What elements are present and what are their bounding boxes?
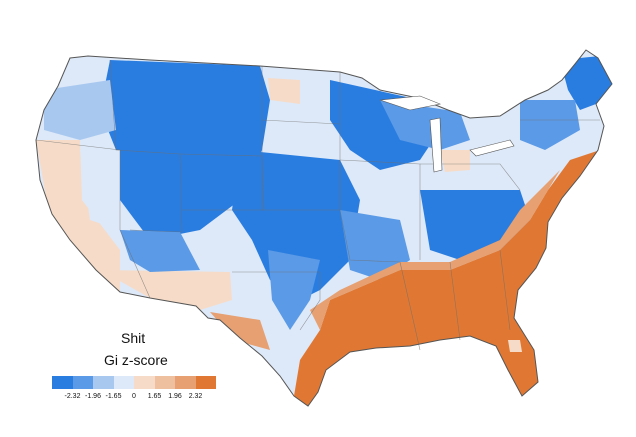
arizona-nm-region bbox=[120, 230, 200, 272]
legend-tick: 2.32 bbox=[188, 393, 203, 400]
legend-tick: -1.96 bbox=[85, 393, 101, 400]
legend-swatch bbox=[195, 376, 216, 389]
legend-tick: -2.32 bbox=[64, 393, 81, 400]
legend-swatch bbox=[113, 376, 134, 389]
great-plains-region bbox=[232, 150, 360, 300]
dakota-patch bbox=[268, 78, 300, 104]
us-border bbox=[35, 49, 613, 407]
northern-rockies-region bbox=[100, 60, 270, 240]
legend-word: Shit bbox=[121, 330, 146, 346]
legend-color-bar bbox=[52, 376, 216, 389]
southwest-region bbox=[100, 270, 232, 310]
west-coast-region bbox=[36, 140, 120, 296]
nevada-region bbox=[80, 150, 120, 230]
lake-superior bbox=[379, 95, 442, 111]
legend-swatch bbox=[154, 376, 175, 389]
west-texas-region bbox=[210, 312, 270, 350]
great-lakes-region bbox=[380, 100, 470, 150]
texas-panhandle-region bbox=[268, 250, 320, 330]
legend-swatch bbox=[72, 376, 93, 389]
legend-tick: 1.96 bbox=[168, 393, 182, 400]
southeast-region bbox=[294, 150, 600, 406]
new-england-region bbox=[560, 56, 612, 110]
legend-tick: 1.65 bbox=[147, 393, 162, 400]
ozark-region bbox=[340, 210, 410, 280]
legend-swatch bbox=[52, 376, 73, 389]
lake-michigan bbox=[429, 117, 443, 173]
lake-erie bbox=[469, 139, 515, 157]
legend-swatch bbox=[134, 376, 155, 389]
legend-swatch bbox=[175, 376, 196, 389]
legend-tick: -1.65 bbox=[105, 393, 122, 400]
florida-tip bbox=[508, 340, 522, 352]
pacific-northwest-region bbox=[44, 80, 116, 140]
michigan-patch bbox=[440, 150, 470, 172]
legend-swatch bbox=[93, 376, 114, 389]
northeast-region bbox=[520, 100, 580, 150]
state-borders bbox=[35, 59, 600, 351]
legend-title: Gi z-score bbox=[104, 352, 168, 368]
legend-tick: 0 bbox=[132, 393, 136, 400]
